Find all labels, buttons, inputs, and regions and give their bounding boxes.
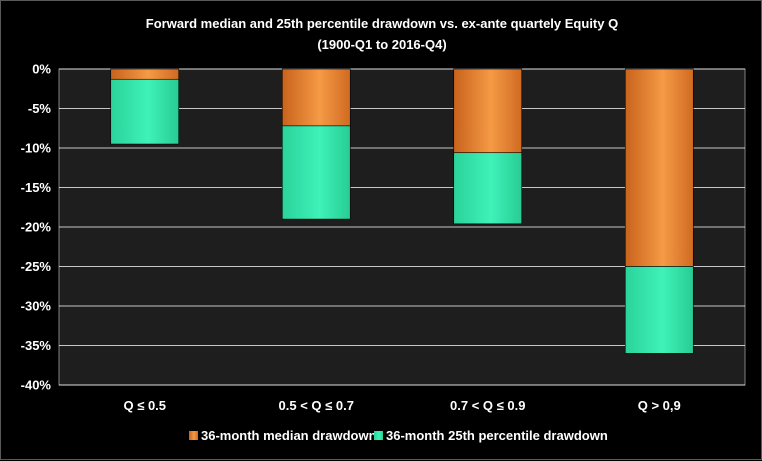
y-tick-label: 0% bbox=[32, 62, 51, 77]
legend-label-median: 36-month median drawdown bbox=[201, 428, 377, 443]
y-tick-label: -25% bbox=[21, 259, 52, 274]
x-category-label: Q > 0,9 bbox=[638, 398, 681, 413]
x-category-label: Q ≤ 0.5 bbox=[123, 398, 166, 413]
legend-swatch-median bbox=[189, 431, 198, 440]
bar-25th-percentile-drawdown bbox=[453, 152, 523, 225]
y-tick-label: -30% bbox=[21, 299, 52, 314]
y-tick-label: -20% bbox=[21, 220, 52, 235]
bar-median-drawdown bbox=[281, 68, 351, 127]
bar-25th-percentile-drawdown bbox=[110, 78, 180, 145]
y-tick-label: -35% bbox=[21, 338, 52, 353]
legend-label-25th: 36-month 25th percentile drawdown bbox=[386, 428, 608, 443]
bar-median-drawdown bbox=[453, 68, 523, 154]
y-tick-label: -15% bbox=[21, 180, 52, 195]
legend: 36-month median drawdown 36-month 25th p… bbox=[189, 428, 608, 443]
bar-25th-percentile-drawdown bbox=[624, 266, 694, 354]
y-axis-ticks: 0% -5% -10% -15% -20% -25% -30% -35% -40% bbox=[21, 62, 52, 393]
bar-median-drawdown bbox=[624, 68, 694, 267]
bars bbox=[110, 68, 694, 354]
x-axis-categories: Q ≤ 0.5 0.5 < Q ≤ 0.7 0.7 < Q ≤ 0.9 Q > 0,9 bbox=[123, 398, 680, 413]
y-tick-label: -10% bbox=[21, 141, 52, 156]
legend-swatch-25th bbox=[374, 431, 383, 440]
chart-subtitle: (1900-Q1 to 2016-Q4) bbox=[317, 37, 446, 52]
x-category-label: 0.5 < Q ≤ 0.7 bbox=[279, 398, 354, 413]
chart-title: Forward median and 25th percentile drawd… bbox=[146, 16, 618, 31]
y-tick-label: -40% bbox=[21, 378, 52, 393]
bar-25th-percentile-drawdown bbox=[281, 125, 351, 220]
y-tick-label: -5% bbox=[28, 101, 52, 116]
x-category-label: 0.7 < Q ≤ 0.9 bbox=[450, 398, 525, 413]
bar-median-drawdown bbox=[110, 68, 180, 80]
